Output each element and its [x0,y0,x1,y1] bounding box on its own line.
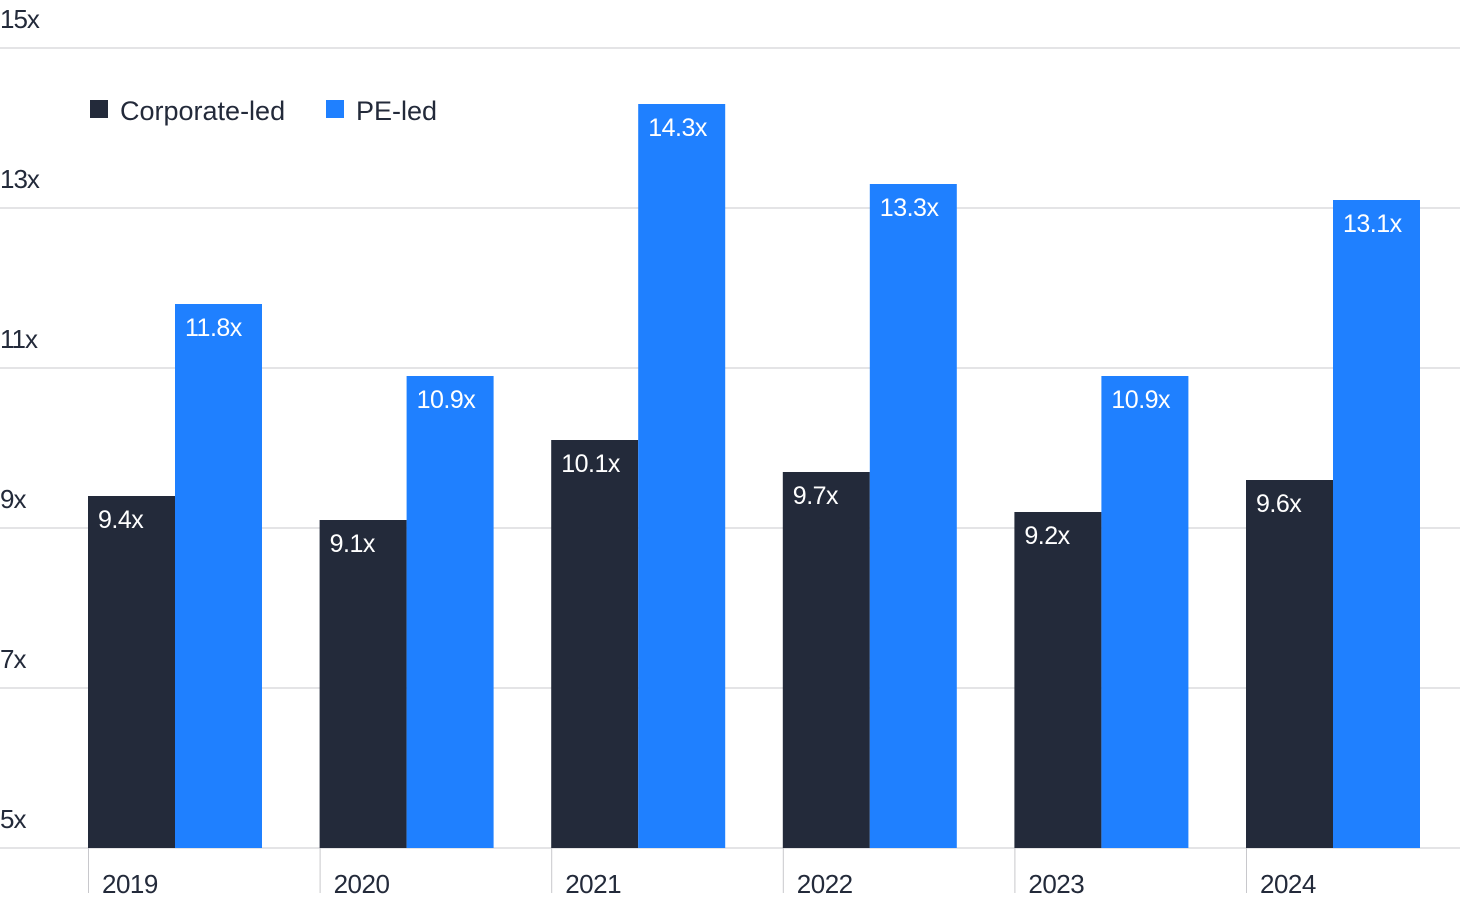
data-label: 9.2x [1024,522,1070,550]
y-axis-tick-labels: 5x 7x 9x 11x 13x 15x [0,4,41,834]
y-tick-label: 13x [0,164,40,194]
data-label: 10.1x [561,450,621,478]
y-tick-label: 15x [0,4,40,34]
data-label: 10.9x [417,386,477,414]
data-label: 14.3x [648,114,708,142]
x-tick-label: 2021 [565,869,621,899]
data-label: 9.1x [330,530,376,558]
bar-pe-led-2023 [1101,376,1189,848]
bars [88,104,1420,848]
legend-swatch [326,100,344,118]
x-tick-label: 2024 [1260,869,1316,899]
bar-corporate-led-2024 [1246,480,1333,848]
bar-pe-led-2020 [406,376,494,848]
x-axis-category-labels: 2019 2020 2021 2022 2023 2024 [88,848,1316,899]
x-tick-label: 2023 [1028,869,1084,899]
x-tick-label: 2020 [334,869,390,899]
bar-corporate-led-2020 [319,520,407,848]
bar-pe-led-2021 [638,104,726,848]
bar-corporate-led-2019 [88,496,175,848]
x-tick-label: 2022 [797,869,853,899]
bar-corporate-led-2023 [1014,512,1102,848]
legend: Corporate-led PE-led [90,96,437,126]
data-label: 11.8x [185,314,243,342]
bar-corporate-led-2022 [782,472,870,848]
data-label: 13.1x [1343,210,1403,238]
legend-swatch [90,100,108,118]
bar-corporate-led-2021 [551,440,639,848]
legend-label: PE-led [356,96,437,126]
data-labels: 9.4x 11.8x 9.1x 10.9x 10.1x 14.3x 9.7x 13.3x 9.2… [98,114,1403,558]
data-label: 9.6x [1256,490,1302,518]
y-tick-label: 9x [0,484,26,514]
x-tick-label: 2019 [102,869,158,899]
bar-pe-led-2019 [175,304,262,848]
legend-label: Corporate-led [120,96,285,126]
data-label: 13.3x [880,194,940,222]
data-label: 9.4x [98,506,144,534]
y-tick-label: 5x [0,804,26,834]
bar-pe-led-2024 [1333,200,1420,848]
data-label: 9.7x [793,482,839,510]
bar-pe-led-2022 [869,184,957,848]
y-tick-label: 7x [0,644,26,674]
y-tick-label: 11x [0,324,38,354]
data-label: 10.9x [1111,386,1171,414]
